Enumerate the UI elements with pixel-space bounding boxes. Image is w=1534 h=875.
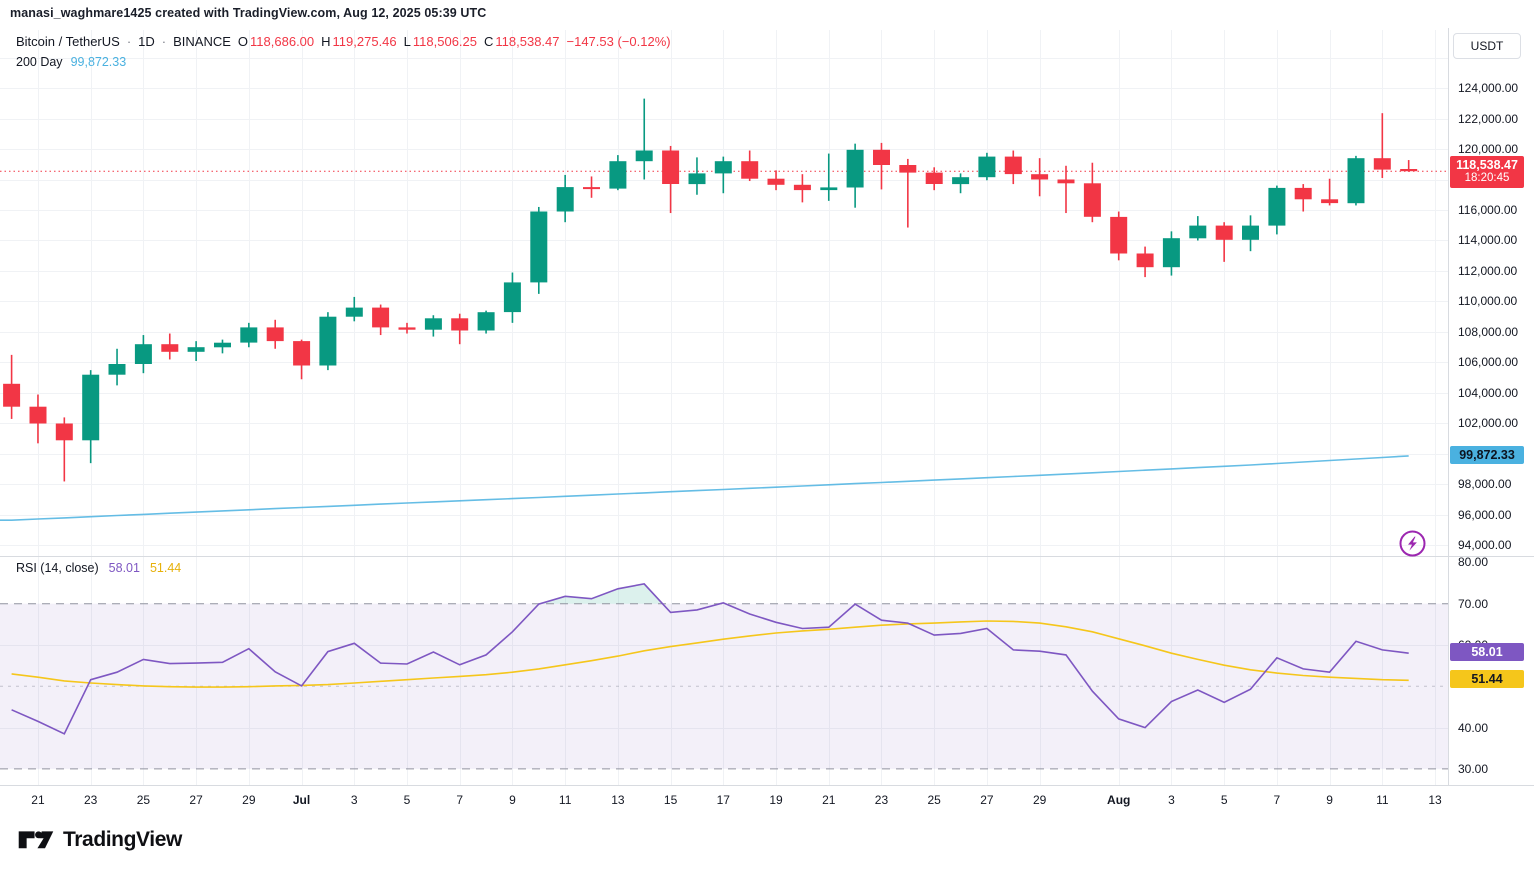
symbol-title[interactable]: Bitcoin / TetherUS xyxy=(16,34,120,49)
last-price-label: 118,538.47 18:20:45 xyxy=(1450,156,1524,189)
price-tick: 120,000.00 xyxy=(1458,142,1519,156)
time-label-month: Jul xyxy=(292,793,311,807)
rsi-legend[interactable]: RSI (14, close) 58.01 51.44 xyxy=(16,561,181,575)
price-tick: 104,000.00 xyxy=(1458,385,1519,400)
price-tick: 108,000.00 xyxy=(1458,324,1519,339)
time-label: 9 xyxy=(509,793,516,807)
time-label: 29 xyxy=(242,793,256,807)
ma200-value: 99,872.33 xyxy=(70,55,127,69)
open-value: 118,686.00 xyxy=(250,34,315,49)
price-scale-axis[interactable]: USDT 124,000.00 122,000.00 120,000.00 116,0… xyxy=(1448,28,1534,812)
close-value: 118,538.47 xyxy=(495,34,560,49)
rsi-tick: 40.00 xyxy=(1458,720,1489,735)
time-label: 17 xyxy=(716,793,730,807)
time-label: 29 xyxy=(1032,793,1047,807)
rsi-value: 58.01 xyxy=(108,561,140,575)
rsi-tick: 70.00 xyxy=(1458,596,1489,611)
price-tick: 122,000.00 xyxy=(1458,111,1519,126)
time-label: 5 xyxy=(1220,793,1228,807)
rsi-tick: 30.00 xyxy=(1458,761,1489,776)
symbol-legend[interactable]: Bitcoin / TetherUS · 1D · BINANCE O 118,6… xyxy=(16,34,671,49)
time-label: 7 xyxy=(1273,793,1281,807)
pane-separator-scale xyxy=(1449,556,1534,557)
time-label: 19 xyxy=(769,793,783,807)
ma200-line xyxy=(0,455,1409,522)
tradingview-logo-icon xyxy=(18,831,54,849)
time-label: 21 xyxy=(822,793,836,807)
rsi-ma-value: 51.44 xyxy=(149,561,182,575)
price-tick: 106,000.00 xyxy=(1458,355,1519,370)
high-key: H xyxy=(321,34,331,49)
ma200-axis-label: 99,872.33 xyxy=(1450,445,1524,464)
time-label: 11 xyxy=(558,793,572,807)
legend-separator: · xyxy=(161,34,167,49)
change-value: −147.53 (−0.12%) xyxy=(566,34,671,49)
ma200-label: 200 Day xyxy=(16,55,63,69)
time-label: 3 xyxy=(350,793,358,807)
time-label: 7 xyxy=(456,793,464,807)
time-label: 21 xyxy=(31,793,45,807)
time-label: 23 xyxy=(83,793,98,807)
exchange-label[interactable]: BINANCE xyxy=(173,34,231,49)
rsi-band-layer xyxy=(0,583,1448,770)
ma200-legend[interactable]: 200 Day 99,872.33 xyxy=(16,55,126,69)
rsi-axis-label: 58.01 xyxy=(1450,643,1524,662)
time-label: 15 xyxy=(663,793,678,807)
interval-label[interactable]: 1D xyxy=(138,34,155,49)
flash-boost-button[interactable] xyxy=(1398,529,1427,558)
currency-unit-button[interactable]: USDT xyxy=(1453,33,1521,59)
rsi-ma-axis-label: 51.44 xyxy=(1450,670,1524,689)
candle-countdown: 18:20:45 xyxy=(1464,172,1510,185)
time-label: 5 xyxy=(403,793,411,807)
rsi-tick: 80.00 xyxy=(1458,555,1489,570)
price-tick: 98,000.00 xyxy=(1458,477,1512,492)
legend-separator: · xyxy=(126,34,132,49)
chart-canvas[interactable] xyxy=(0,0,1448,785)
candles-layer xyxy=(3,98,1418,482)
time-label: 9 xyxy=(1326,793,1333,807)
last-price-value: 118,538.47 xyxy=(1456,158,1518,173)
time-label: 11 xyxy=(1376,793,1389,807)
price-tick: 110,000.00 xyxy=(1458,294,1518,309)
price-tick: 96,000.00 xyxy=(1458,507,1512,522)
open-key: O xyxy=(237,34,249,49)
time-label-month: Aug xyxy=(1107,793,1131,807)
time-axis[interactable]: 21 23 25 27 29 Jul 3 5 7 9 11 13 15 17 19 21 23 25 27 29 Aug… xyxy=(0,785,1534,813)
low-value: 118,506.25 xyxy=(412,34,477,49)
time-label: 23 xyxy=(874,793,889,807)
tradingview-logo[interactable]: TradingView xyxy=(18,827,182,853)
time-label: 13 xyxy=(1428,793,1442,807)
watermark-text: manasi_waghmare1425 created with Trading… xyxy=(10,6,487,20)
high-value: 119,275.46 xyxy=(332,34,397,49)
close-key: C xyxy=(484,34,494,49)
price-tick: 94,000.00 xyxy=(1458,538,1512,553)
lightning-icon xyxy=(1399,530,1426,557)
price-tick: 102,000.00 xyxy=(1458,416,1519,431)
time-label: 27 xyxy=(980,793,994,807)
time-label: 3 xyxy=(1168,793,1175,807)
low-key: L xyxy=(403,34,411,49)
time-label: 25 xyxy=(136,793,151,807)
rsi-label: RSI (14, close) xyxy=(16,561,99,575)
price-tick: 112,000.00 xyxy=(1458,263,1518,278)
footer-bar: TradingView xyxy=(18,827,182,853)
price-tick: 116,000.00 xyxy=(1458,203,1518,217)
time-label: 27 xyxy=(189,793,203,807)
time-label: 25 xyxy=(927,793,941,807)
price-tick: 124,000.00 xyxy=(1458,81,1519,95)
price-tick: 114,000.00 xyxy=(1458,233,1518,248)
rsi-ma-line xyxy=(11,620,1409,688)
time-label: 13 xyxy=(611,793,625,807)
tradingview-logo-text: TradingView xyxy=(63,828,182,851)
rsi-line xyxy=(11,583,1409,735)
